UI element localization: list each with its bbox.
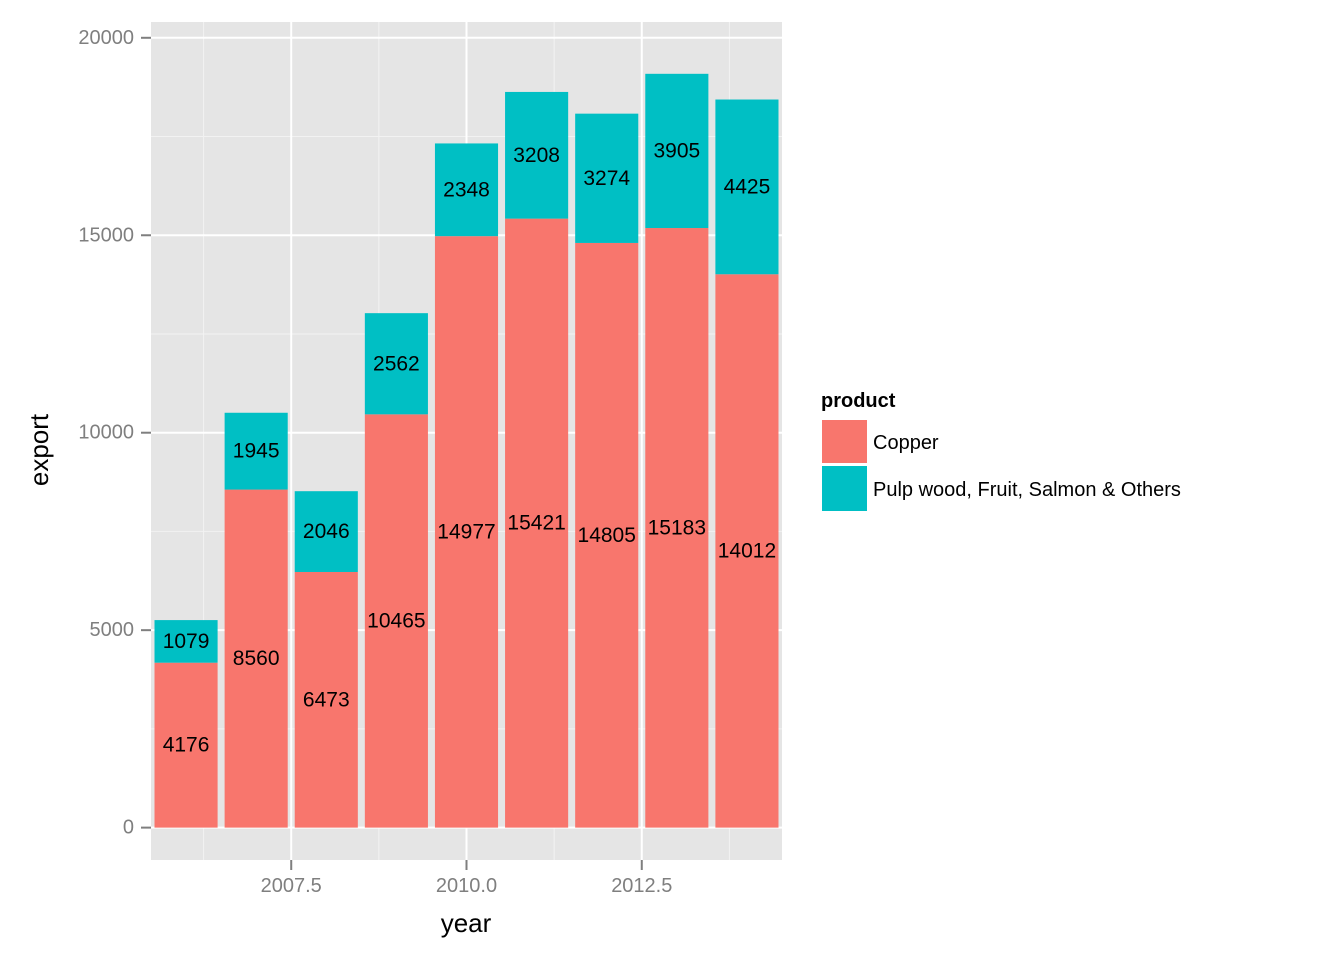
legend: product Copper Pulp wood, Fruit, Salmon …	[820, 390, 1181, 513]
bar-others-2010	[434, 143, 499, 237]
legend-label-others: Pulp wood, Fruit, Salmon & Others	[873, 479, 1181, 501]
data-label-copper-2011: 15421	[507, 512, 565, 535]
data-label-others-2007: 1945	[233, 440, 280, 463]
data-label-copper-2009: 10465	[367, 609, 425, 632]
data-label-others-2012: 3274	[583, 167, 630, 190]
legend-swatch-others	[822, 466, 867, 511]
data-label-others-2008: 2046	[303, 520, 350, 543]
data-label-copper-2014: 14012	[718, 539, 776, 562]
x-tick-label: 2007.5	[261, 875, 322, 897]
data-label-copper-2006: 4176	[163, 734, 210, 757]
y-tick-label: 10000	[78, 422, 134, 444]
data-label-copper-2007: 8560	[233, 647, 280, 670]
legend-title: product	[821, 390, 896, 412]
data-label-others-2009: 2562	[373, 352, 420, 375]
bar-others-2008	[294, 491, 358, 572]
data-label-copper-2012: 14805	[578, 524, 636, 547]
y-axis-title: export	[24, 413, 54, 486]
data-label-others-2013: 3905	[653, 139, 700, 162]
data-label-copper-2010: 14977	[437, 520, 495, 543]
x-tick-label: 2012.5	[611, 875, 672, 897]
legend-label-copper: Copper	[873, 432, 939, 454]
data-label-copper-2013: 15183	[648, 516, 706, 539]
bar-copper-2010	[434, 236, 499, 828]
x-tick-label: 2010.0	[436, 875, 497, 897]
axes: 0 5000 10000 15000 20000 2007.5 2010.0 2012.5	[78, 27, 672, 897]
y-tick-label: 5000	[90, 619, 135, 641]
data-label-others-2011: 3208	[513, 144, 560, 167]
bar-others-2007	[224, 412, 288, 490]
bar-copper-2014	[715, 274, 779, 828]
data-label-others-2010: 2348	[443, 178, 490, 201]
data-label-others-2014: 4425	[724, 175, 771, 198]
x-axis-title: year	[441, 908, 492, 938]
bar-others-2011	[505, 91, 569, 219]
bar-copper-2013	[645, 228, 709, 828]
bar-copper-2009	[364, 414, 428, 828]
bar-others-2012	[575, 113, 639, 243]
y-tick-label: 20000	[78, 27, 134, 49]
bar-others-2006	[154, 620, 218, 663]
data-label-others-2006: 1079	[163, 630, 210, 653]
legend-swatch-copper	[822, 420, 867, 463]
bar-copper-2008	[294, 571, 358, 828]
bars	[154, 73, 779, 828]
data-labels: 4176 1079 8560 1945 6473 2046 10465 2562 14977 23…	[163, 139, 776, 756]
bar-others-2009	[364, 313, 428, 415]
data-label-copper-2008: 6473	[303, 688, 350, 711]
bar-copper-2006	[154, 662, 218, 828]
bar-copper-2007	[224, 489, 288, 828]
bar-others-2014	[715, 99, 779, 275]
bar-copper-2011	[505, 218, 569, 828]
bar-copper-2012	[575, 242, 639, 828]
y-tick-label: 15000	[78, 224, 134, 246]
bar-others-2013	[645, 73, 709, 229]
y-tick-label: 0	[123, 817, 134, 839]
